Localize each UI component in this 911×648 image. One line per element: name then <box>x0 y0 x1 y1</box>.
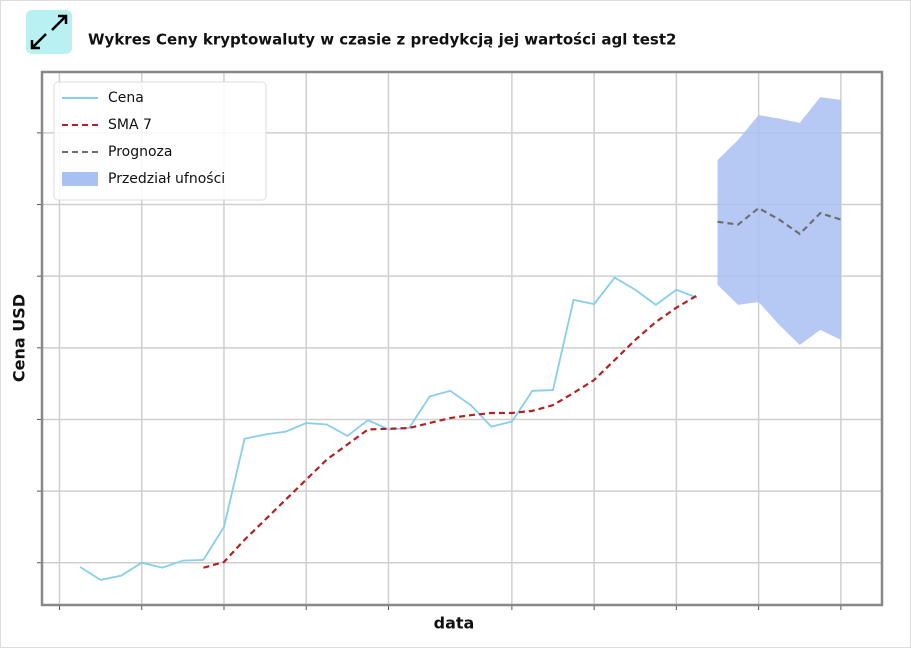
legend-label: Przedział ufności <box>108 171 225 187</box>
x-axis-label: data <box>434 614 475 633</box>
series-line <box>203 294 698 569</box>
legend-label: Prognoza <box>108 144 172 160</box>
legend-label: SMA 7 <box>108 117 152 133</box>
series-line <box>717 206 842 236</box>
icon-arrows <box>30 14 68 50</box>
series-line <box>79 276 698 581</box>
y-axis-label: Cena USD <box>10 294 29 382</box>
expand-icon[interactable] <box>26 10 72 54</box>
chart-title: Wykres Ceny kryptowaluty w czasie z pred… <box>88 31 676 49</box>
legend: Cena SMA 7 Prognoza Przedział ufności <box>53 81 267 201</box>
legend-label: Cena <box>108 90 144 106</box>
confidence-band <box>717 97 841 345</box>
legend-box <box>53 81 267 201</box>
plot-border <box>40 70 884 607</box>
legend-swatch <box>62 172 98 186</box>
